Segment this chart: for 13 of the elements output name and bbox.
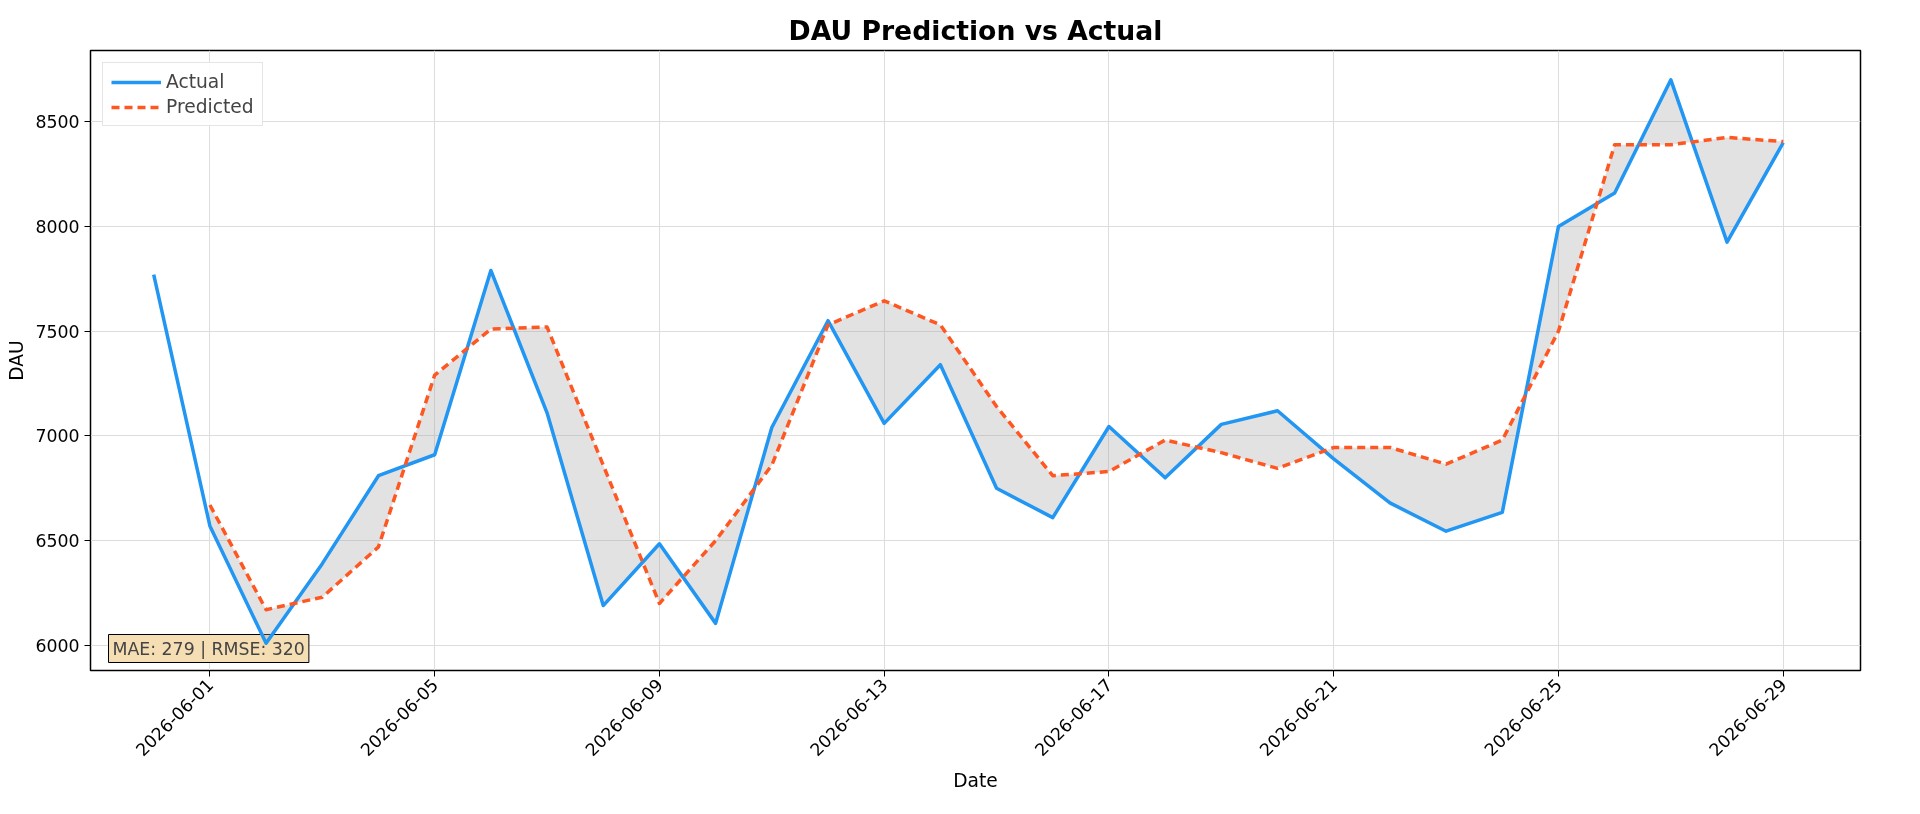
line-series	[208, 135, 1785, 612]
y-tick-label: 6000	[35, 635, 80, 656]
legend-label: Predicted	[166, 96, 254, 117]
chart-title: DAU Prediction vs Actual	[788, 14, 1163, 46]
y-tick-label: 8000	[35, 216, 80, 237]
y-tick-label: 7500	[35, 321, 80, 342]
y-tick-label: 8500	[35, 112, 80, 133]
legend-label: Actual	[166, 71, 225, 92]
y-tick-label: 7000	[35, 426, 80, 447]
x-axis-title: Date	[953, 769, 998, 791]
y-tick-label: 6500	[35, 531, 80, 552]
y-axis-title: DAU	[6, 340, 28, 381]
annotation: MAE: 279 | RMSE: 320	[112, 638, 305, 659]
